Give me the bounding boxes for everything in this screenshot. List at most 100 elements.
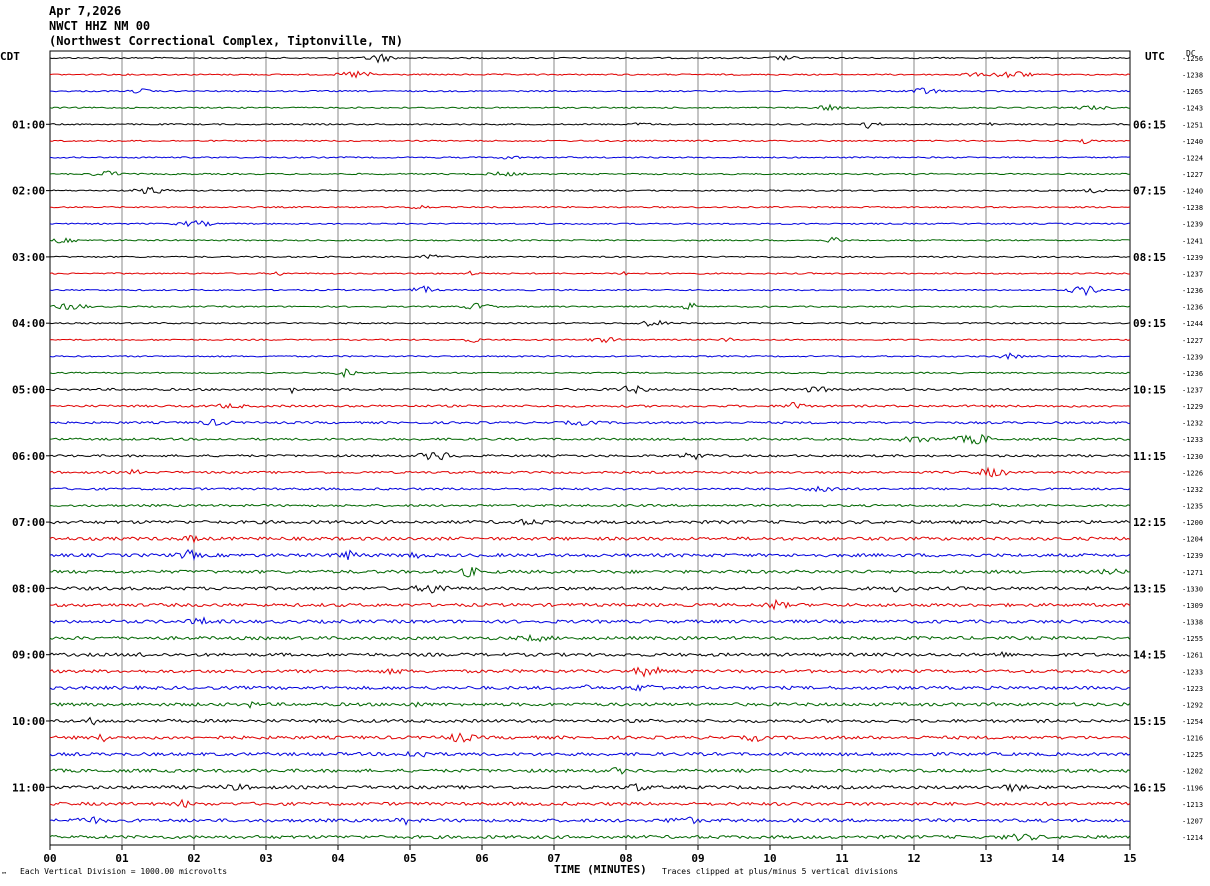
dc-offset-label: -1227: [1182, 337, 1203, 345]
trace-line: [49, 750, 1131, 758]
trace-line: [49, 782, 1131, 793]
left-hour-label: 10:00: [12, 715, 45, 728]
trace-line: [49, 401, 1131, 409]
dc-offset-label: -1265: [1182, 88, 1203, 96]
dc-offset-label: -1254: [1182, 718, 1203, 726]
clip-note: Traces clipped at plus/minus 5 vertical …: [662, 867, 899, 876]
trace-line: [49, 219, 1131, 228]
trace-line: [49, 285, 1131, 297]
trace-line: [49, 384, 1130, 395]
dc-offset-label: -1243: [1182, 105, 1203, 113]
trace-line: [49, 236, 1131, 244]
trace-line: [49, 716, 1131, 726]
x-tick-label: 08: [619, 852, 632, 865]
trace-line: [49, 701, 1131, 709]
trace-line: [49, 633, 1131, 643]
trace-line: [49, 452, 1131, 461]
trace-line: [49, 684, 1130, 692]
left-hour-label: 09:00: [12, 649, 45, 662]
right-hour-label: 06:15: [1133, 118, 1166, 131]
right-timezone-label: UTC: [1145, 50, 1165, 63]
dc-offset-label: -1213: [1182, 801, 1203, 809]
trace-line: [49, 103, 1131, 112]
trace-line: [49, 466, 1131, 478]
dc-offset-label: -1236: [1182, 370, 1203, 378]
dc-offset-label: -1330: [1182, 585, 1203, 593]
trace-line: [50, 418, 1131, 427]
x-tick-label: 02: [187, 852, 200, 865]
trace-line: [49, 53, 1131, 64]
dc-offset-label: -1202: [1182, 768, 1203, 776]
dc-offset-label: -1232: [1182, 486, 1203, 494]
dc-offset-label: -1338: [1182, 619, 1203, 627]
trace-line: [49, 70, 1131, 79]
left-hour-label: 07:00: [12, 516, 45, 529]
dc-offset-label: -1256: [1182, 55, 1203, 63]
trace-line: [50, 485, 1131, 493]
x-tick-label: 09: [691, 852, 704, 865]
x-axis-label: TIME (MINUTES): [554, 863, 647, 876]
right-hour-label: 16:15: [1133, 781, 1166, 794]
dc-offset-label: -1223: [1182, 685, 1203, 693]
trace-line: [49, 319, 1131, 327]
trace-line: [49, 352, 1131, 361]
dc-offset-label: -1238: [1182, 204, 1203, 212]
trace-line: [49, 270, 1130, 276]
dc-offset-label: -1240: [1182, 138, 1203, 146]
trace-line: [49, 584, 1131, 594]
dc-offset-label: -1233: [1182, 436, 1203, 444]
left-hour-label: 04:00: [12, 317, 45, 330]
trace-line: [49, 665, 1131, 678]
dc-offset-label: -1237: [1182, 386, 1203, 394]
trace-line: [49, 155, 1131, 160]
right-hour-label: 10:15: [1133, 383, 1166, 396]
dc-offset-label: -1271: [1182, 569, 1203, 577]
plot-header: Apr 7,2026 NWCT HHZ NM 00 (Northwest Cor…: [49, 4, 403, 49]
trace-line: [49, 548, 1131, 561]
trace-line: [49, 534, 1131, 544]
trace-line: [50, 186, 1131, 195]
trace-line: [49, 567, 1131, 578]
logo-mark: ™: [2, 871, 7, 879]
right-hour-label: 11:15: [1133, 450, 1166, 463]
dc-offset-label: -1236: [1182, 287, 1203, 295]
x-tick-label: 15: [1123, 852, 1136, 865]
left-timezone-label: CDT: [0, 50, 20, 63]
trace-line: [50, 87, 1131, 95]
right-hour-label: 07:15: [1133, 185, 1166, 198]
dc-label: DC: [1186, 49, 1196, 58]
left-hour-label: 06:00: [12, 450, 45, 463]
dc-offset-label: -1200: [1182, 519, 1203, 527]
dc-offset-label: -1233: [1182, 668, 1203, 676]
trace-line: [49, 816, 1131, 826]
trace-line: [49, 833, 1131, 842]
trace-line: [49, 337, 1131, 344]
trace-line: [49, 121, 1131, 130]
dc-offset-label: -1237: [1182, 270, 1203, 278]
trace-line: [49, 767, 1131, 775]
dc-offset-label: -1236: [1182, 304, 1203, 312]
trace-line: [49, 170, 1131, 177]
trace-line: [49, 254, 1131, 260]
dc-offset-label: -1238: [1182, 72, 1203, 80]
x-tick-label: 12: [907, 852, 920, 865]
dc-offset-label: -1239: [1182, 552, 1203, 560]
trace-line: [49, 302, 1131, 310]
right-hour-label: 08:15: [1133, 251, 1166, 264]
station-label: NWCT HHZ NM 00: [49, 19, 151, 33]
scale-note: Each Vertical Division = 1000.00 microvo…: [20, 867, 228, 876]
dc-offset-label: -1251: [1182, 121, 1203, 129]
x-tick-label: 13: [979, 852, 992, 865]
left-hour-label: 02:00: [12, 185, 45, 198]
dc-offset-label: -1224: [1182, 154, 1203, 162]
dc-offset-label: -1241: [1182, 237, 1203, 245]
right-hour-label: 15:15: [1133, 715, 1166, 728]
dc-offset-label: -1239: [1182, 221, 1203, 229]
x-tick-label: 14: [1051, 852, 1065, 865]
trace-line: [49, 798, 1131, 808]
trace-line: [49, 138, 1131, 145]
dc-offset-label: -1229: [1182, 403, 1203, 411]
x-tick-label: 00: [43, 852, 56, 865]
left-hour-label: 11:00: [12, 781, 45, 794]
dc-offset-label: -1226: [1182, 469, 1203, 477]
